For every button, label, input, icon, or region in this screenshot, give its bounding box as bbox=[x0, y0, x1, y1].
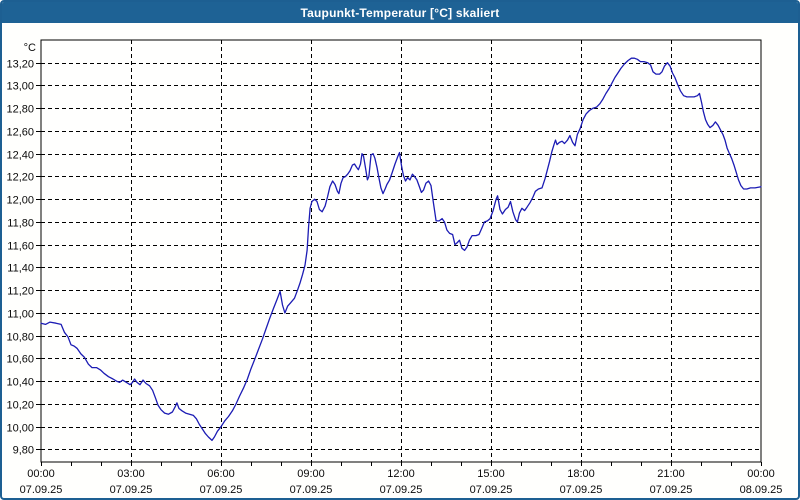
title-bar: Taupunkt-Temperatur [°C] skaliert bbox=[2, 2, 798, 23]
page-title: Taupunkt-Temperatur [°C] skaliert bbox=[300, 5, 500, 20]
